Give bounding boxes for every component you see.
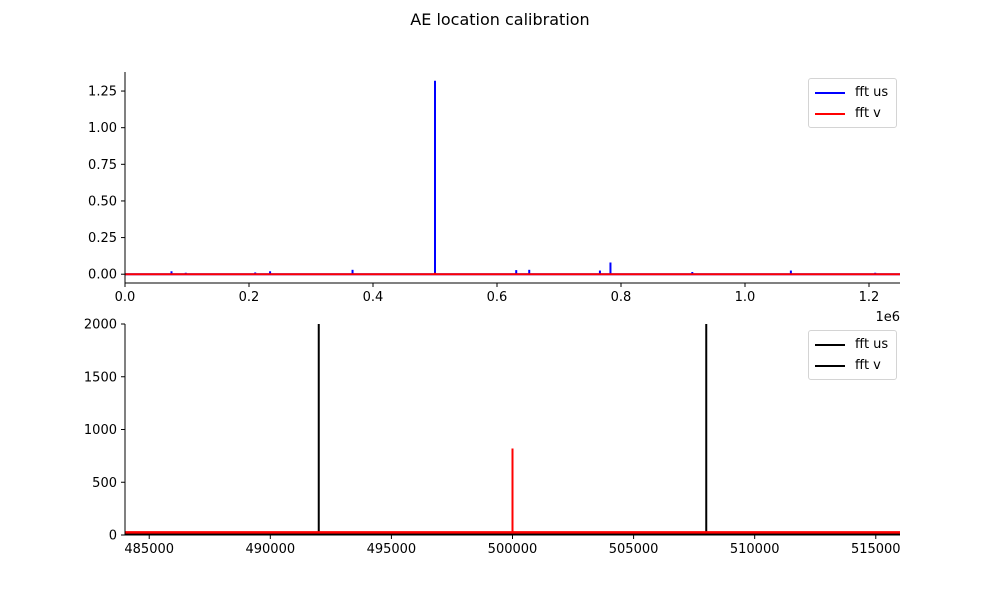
legend-swatch <box>815 112 845 115</box>
y-tick-label: 0 <box>109 529 117 544</box>
legend-top: fft us fft v <box>808 78 898 128</box>
legend-item: fft v <box>815 103 888 124</box>
y-tick-label: 0.25 <box>88 231 117 246</box>
x-tick-label: 500000 <box>488 542 538 557</box>
legend-label: fft us <box>855 337 889 352</box>
x-tick-label: 0.2 <box>239 290 260 305</box>
legend-swatch <box>815 364 845 367</box>
y-tick-label: 500 <box>92 476 117 491</box>
y-tick-label: 1000 <box>84 423 117 438</box>
y-tick-label: 0.00 <box>88 268 117 283</box>
legend-bottom: fft us fft v <box>808 330 898 380</box>
x-tick-label: 495000 <box>367 542 417 557</box>
y-tick-label: 0.50 <box>88 194 117 209</box>
y-tick-label: 1500 <box>84 370 117 385</box>
x-tick-label: 1.0 <box>735 290 756 305</box>
x-tick-label: 515000 <box>851 542 901 557</box>
x-tick-label: 1.2 <box>859 290 880 305</box>
legend-label: fft v <box>855 106 881 121</box>
x-tick-label: 0.0 <box>115 290 136 305</box>
x-tick-label: 505000 <box>609 542 659 557</box>
legend-item: fft v <box>815 355 888 376</box>
x-tick-label: 0.6 <box>487 290 508 305</box>
x-tick-label: 0.4 <box>363 290 384 305</box>
legend-swatch <box>815 343 845 346</box>
y-tick-label: 1.25 <box>88 85 117 100</box>
x-tick-label: 0.8 <box>611 290 632 305</box>
x-offset-label: 1e6 <box>875 310 900 325</box>
y-tick-label: 0.75 <box>88 158 117 173</box>
legend-label: fft us <box>855 85 889 100</box>
x-tick-label: 510000 <box>730 542 780 557</box>
legend-item: fft us <box>815 334 888 355</box>
legend-swatch <box>815 91 845 94</box>
y-tick-label: 2000 <box>84 318 117 333</box>
legend-item: fft us <box>815 82 888 103</box>
x-tick-label: 490000 <box>245 542 295 557</box>
y-tick-label: 1.00 <box>88 121 117 136</box>
figure-title: AE location calibration <box>410 10 590 29</box>
x-tick-label: 485000 <box>124 542 174 557</box>
legend-label: fft v <box>855 358 881 373</box>
